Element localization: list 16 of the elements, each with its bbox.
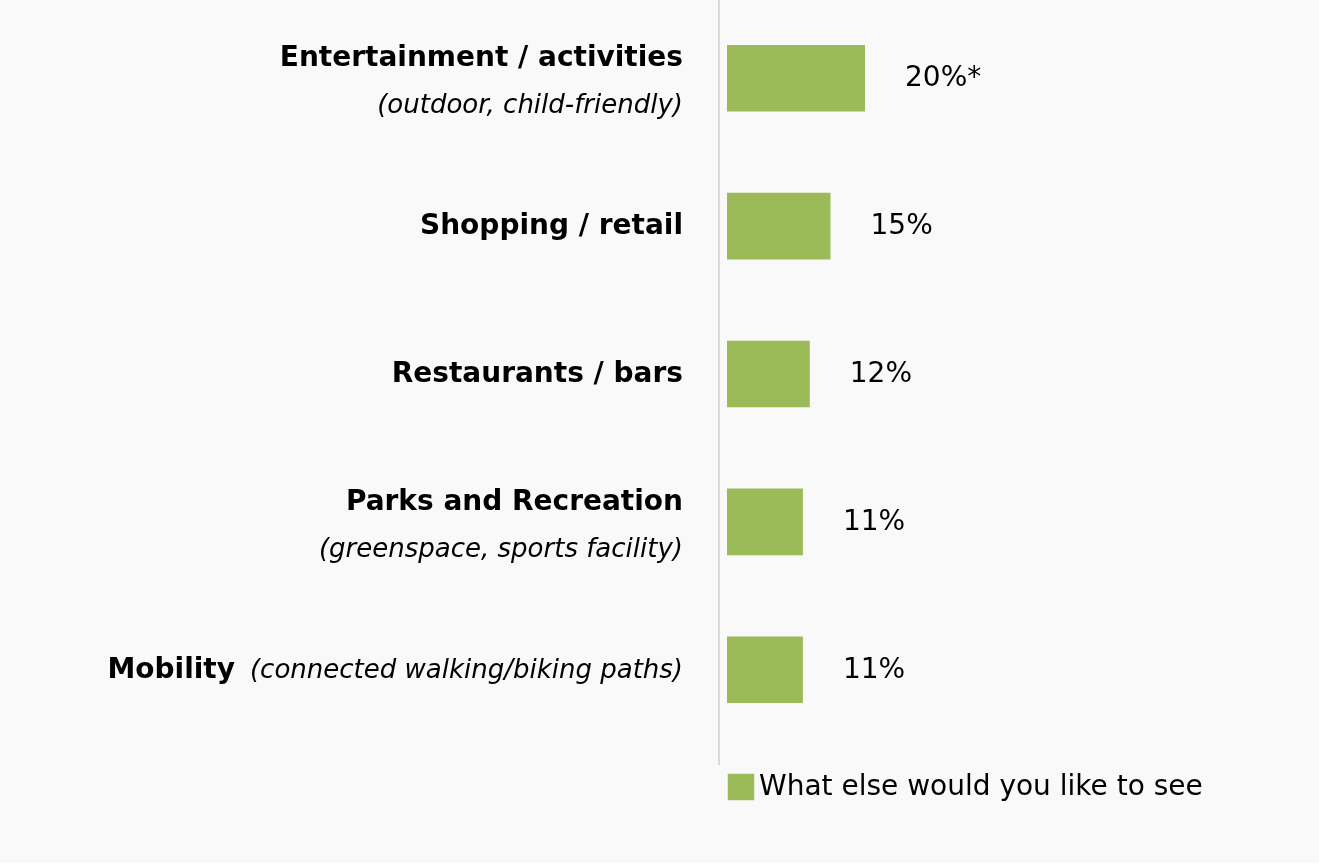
bar — [727, 340, 810, 408]
y-tick-label: Mobility (connected walking/biking paths) — [107, 651, 683, 685]
data-label: 20%* — [905, 60, 982, 94]
bar — [727, 636, 803, 704]
legend-label: What else would you like to see — [759, 769, 1203, 802]
data-label: 12% — [849, 356, 913, 389]
bar — [727, 192, 831, 260]
y-tick-label: Parks and Recreation (greenspace, sports facility) — [318, 483, 683, 563]
y-tick-label: Shopping / retail — [420, 208, 683, 242]
bar — [727, 44, 865, 112]
data-label: 11% — [842, 503, 906, 537]
bar — [727, 488, 803, 556]
data-label: 15% — [870, 208, 933, 242]
y-tick-label: Restaurants / bars — [391, 356, 683, 389]
y-tick-label: Entertainment / activities (outdoor, child-friendly) — [279, 40, 683, 120]
data-label: 11% — [842, 651, 906, 685]
